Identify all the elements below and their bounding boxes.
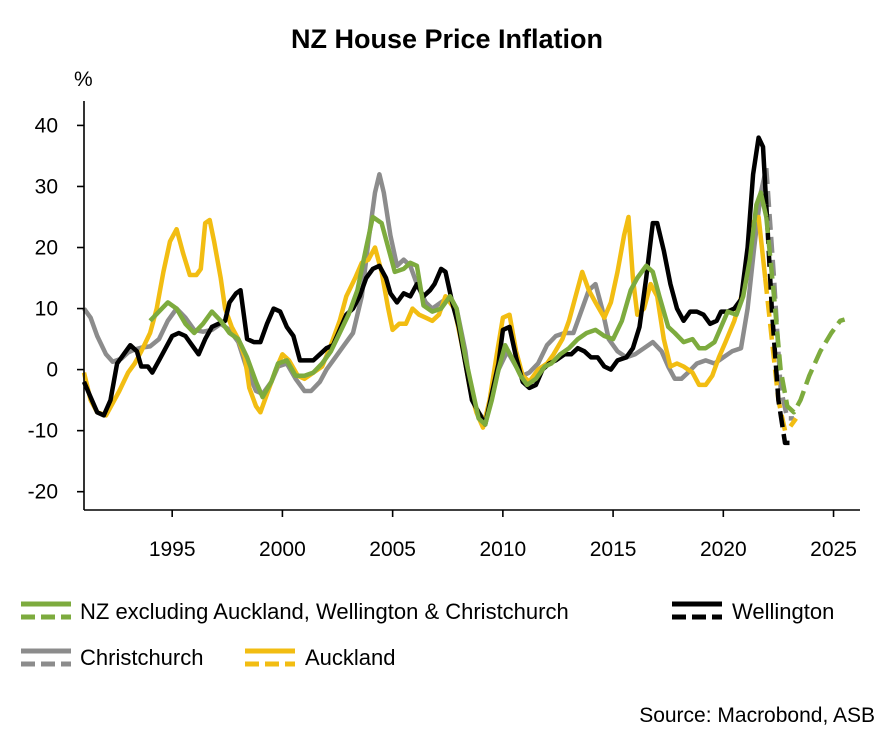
y-tick-label: 40 [35, 114, 58, 137]
legend: NZ excluding Auckland, Wellington & Chri… [21, 599, 834, 670]
x-tick-label: 2005 [369, 538, 416, 561]
legend-item-nz-excl: NZ excluding Auckland, Wellington & Chri… [21, 599, 569, 624]
x-tick-label: 2000 [259, 538, 306, 561]
series-line-christchurch-actual [82, 167, 769, 424]
y-axis-unit: % [74, 68, 93, 91]
legend-label-wellington: Wellington [732, 599, 834, 624]
series-line-auckland-actual [81, 214, 768, 430]
series-line-wellington-actual [81, 135, 769, 427]
x-tick-label: 2020 [700, 538, 747, 561]
legend-item-christchurch: Christchurch [21, 645, 203, 670]
plot-area [81, 135, 846, 446]
chart-title: NZ House Price Inflation [291, 24, 603, 54]
source-note: Source: Macrobond, ASB [639, 704, 875, 727]
y-tick-label: -20 [28, 481, 58, 504]
legend-label-auckland: Auckland [305, 645, 396, 670]
legend-label-nz-excl: NZ excluding Auckland, Wellington & Chri… [80, 599, 569, 624]
x-tick-label: 1995 [149, 538, 196, 561]
x-tick-label: 2015 [590, 538, 637, 561]
legend-item-wellington: Wellington [672, 599, 834, 624]
series-line-nz-excluding-auckland-wellington-christchurch-forecast [764, 216, 846, 415]
x-tick-label: 2025 [810, 538, 857, 561]
series-line-christchurch-forecast [764, 167, 794, 421]
y-tick-label: 20 [35, 237, 58, 260]
y-tick-label: -10 [28, 420, 58, 443]
y-axis: 40 30 20 10 0 -10 -20 [28, 114, 84, 504]
x-axis: 1995 2000 2005 2010 2015 2020 2025 [149, 510, 857, 561]
y-tick-label: 10 [35, 298, 58, 321]
y-tick-label: 30 [35, 175, 58, 198]
legend-label-christchurch: Christchurch [80, 645, 203, 670]
y-tick-label: 0 [46, 359, 58, 382]
x-tick-label: 2010 [480, 538, 527, 561]
legend-item-auckland: Auckland [245, 645, 396, 670]
series-line-nz-excluding-auckland-wellington-christchurch-actual [148, 190, 769, 427]
